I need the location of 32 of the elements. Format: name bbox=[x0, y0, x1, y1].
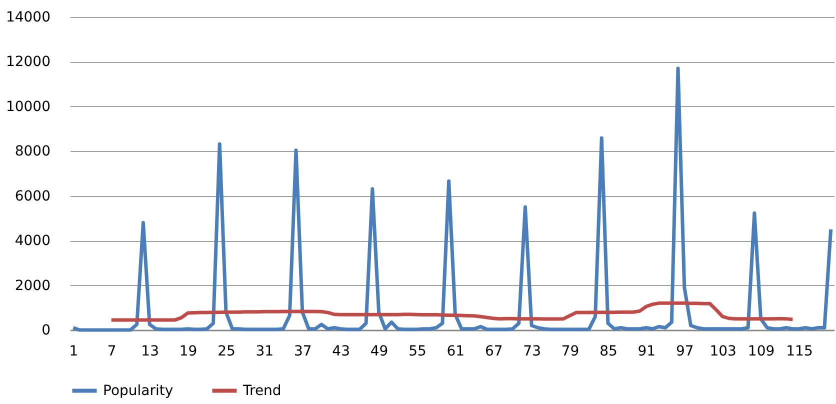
legend-label: Trend bbox=[242, 382, 282, 399]
line-series bbox=[71, 66, 833, 332]
x-tick-label: 73 bbox=[523, 344, 541, 360]
x-tick-label: 67 bbox=[484, 344, 503, 360]
x-tick-label: 25 bbox=[218, 344, 236, 360]
x-tick-label: 103 bbox=[710, 344, 736, 360]
y-tick-label: 2000 bbox=[14, 278, 50, 294]
x-tick-label: 97 bbox=[676, 344, 694, 360]
x-tick-label: 91 bbox=[638, 344, 656, 360]
x-tick-label: 13 bbox=[141, 344, 159, 360]
x-tick-label: 115 bbox=[786, 344, 813, 360]
y-tick-label: 6000 bbox=[14, 188, 50, 204]
legend-label: Popularity bbox=[103, 382, 174, 399]
x-tick-label: 1 bbox=[69, 344, 78, 360]
x-tick-label: 19 bbox=[179, 344, 198, 360]
x-tick-label: 85 bbox=[600, 344, 618, 360]
y-tick-label: 10000 bbox=[6, 98, 50, 115]
line-series bbox=[110, 301, 794, 322]
x-tick-label: 31 bbox=[256, 344, 274, 360]
x-tick-label: 79 bbox=[561, 344, 580, 360]
x-tick-label: 7 bbox=[107, 344, 116, 360]
y-tick-label: 8000 bbox=[14, 144, 50, 160]
x-tick-label: 43 bbox=[332, 344, 350, 360]
x-tick-label: 109 bbox=[748, 344, 775, 360]
x-tick-label: 55 bbox=[408, 344, 426, 360]
x-tick-label: 61 bbox=[446, 344, 465, 360]
x-tick-label: 49 bbox=[370, 344, 388, 360]
y-tick-label: 12000 bbox=[6, 54, 50, 70]
y-tick-label: 14000 bbox=[6, 10, 50, 26]
y-tick-label: 4000 bbox=[14, 233, 50, 250]
y-tick-label: 0 bbox=[42, 322, 50, 338]
x-tick-label: 37 bbox=[294, 344, 312, 360]
